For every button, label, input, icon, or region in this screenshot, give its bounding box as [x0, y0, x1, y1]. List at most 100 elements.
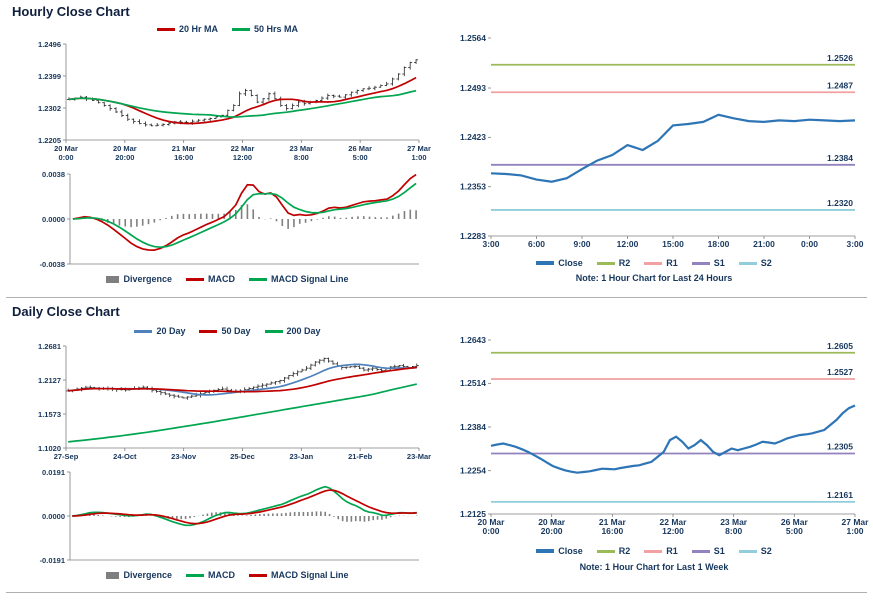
legend-label: R1 — [666, 546, 678, 556]
legend-label: Close — [558, 258, 583, 268]
legend-swatch — [186, 277, 204, 281]
svg-text:1.2423: 1.2423 — [460, 132, 486, 142]
legend-label: 20 Hr MA — [178, 24, 218, 34]
svg-text:27 Mar: 27 Mar — [842, 517, 870, 527]
svg-text:1.2305: 1.2305 — [827, 442, 853, 452]
legend-swatch — [536, 549, 555, 553]
legend-label: MACD — [208, 570, 235, 580]
legend-swatch — [186, 573, 204, 577]
legend-item-20-day: 20 Day — [134, 326, 185, 336]
legend-label: R1 — [666, 258, 678, 268]
svg-text:20 Mar: 20 Mar — [54, 144, 78, 153]
svg-text:15:00: 15:00 — [662, 239, 684, 249]
svg-text:1.2496: 1.2496 — [38, 40, 61, 49]
svg-text:1.1020: 1.1020 — [38, 444, 61, 453]
svg-text:0.0191: 0.0191 — [42, 468, 65, 477]
daily-macd-chart: 0.0191 0.0000 -0.0191 — [40, 468, 419, 565]
legend-label: MACD Signal Line — [271, 570, 349, 580]
svg-text:16:00: 16:00 — [601, 526, 623, 536]
svg-text:20 Mar: 20 Mar — [113, 144, 137, 153]
legend-item-close: Close — [536, 546, 583, 556]
legend-item-macd-signal-line: MACD Signal Line — [249, 274, 349, 284]
legend-label: S2 — [760, 546, 772, 556]
svg-text:26 Mar: 26 Mar — [348, 144, 372, 153]
legend-label: R2 — [618, 258, 631, 268]
svg-text:0.0000: 0.0000 — [42, 215, 65, 224]
svg-text:3:00: 3:00 — [482, 239, 499, 249]
legend-swatch — [134, 329, 153, 333]
daily-chart-note: Note: 1 Hour Chart for Last 1 Week — [579, 562, 729, 572]
legend-swatch — [106, 275, 120, 283]
legend-label: MACD — [208, 274, 235, 284]
svg-text:1.2493: 1.2493 — [460, 83, 486, 93]
hourly-chart-note: Note: 1 Hour Chart for Last 24 Hours — [575, 273, 733, 283]
legend-item-50-day: 50 Day — [199, 326, 251, 336]
svg-text:1.2161: 1.2161 — [827, 490, 853, 500]
svg-text:1.2283: 1.2283 — [460, 231, 486, 241]
legend-swatch — [738, 549, 757, 553]
hourly-macd-legend: Divergence MACD MACD Signal Line — [30, 274, 425, 284]
legend-swatch — [691, 549, 710, 553]
legend-item-macd-signal-line: MACD Signal Line — [249, 570, 349, 580]
svg-text:21 Mar: 21 Mar — [172, 144, 196, 153]
svg-text:20 Mar: 20 Mar — [478, 517, 506, 527]
svg-text:27 Mar: 27 Mar — [407, 144, 431, 153]
legend-label: 200 Day — [286, 326, 321, 336]
legend-swatch — [156, 27, 175, 31]
legend-swatch — [691, 261, 710, 265]
svg-text:1:00: 1:00 — [846, 526, 863, 536]
svg-text:21 Mar: 21 Mar — [599, 517, 627, 527]
legend-label: R2 — [618, 546, 631, 556]
legend-item-r2: R2 — [596, 546, 631, 556]
svg-text:1.2353: 1.2353 — [460, 181, 486, 191]
legend-item-r1: R1 — [644, 546, 678, 556]
legend-item-r1: R1 — [644, 258, 678, 268]
svg-text:1.2681: 1.2681 — [38, 342, 61, 351]
legend-swatch — [596, 261, 615, 265]
svg-text:1.2127: 1.2127 — [38, 376, 61, 385]
svg-text:0:00: 0:00 — [482, 526, 499, 536]
hourly-macd-chart: 0.0038 0.0000 -0.0038 — [40, 170, 419, 269]
svg-text:-0.0191: -0.0191 — [40, 556, 65, 565]
legend-swatch — [264, 329, 283, 333]
hourly-sr-legend: Close R2 R1 S1 S2 — [445, 258, 863, 268]
daily-price-legend: 20 Day 50 Day 200 Day — [30, 326, 425, 336]
legend-swatch — [232, 27, 250, 31]
svg-text:1.2487: 1.2487 — [827, 80, 853, 90]
svg-text:1.2254: 1.2254 — [460, 465, 486, 475]
legend-label: 50 Day — [221, 326, 251, 336]
daily-sr-legend: Close R2 R1 S1 S2 — [445, 546, 863, 556]
svg-text:8:00: 8:00 — [294, 153, 309, 162]
daily-macd-legend: Divergence MACD MACD Signal Line — [30, 570, 425, 580]
svg-text:23-Nov: 23-Nov — [171, 452, 197, 461]
legend-swatch — [106, 571, 120, 579]
legend-label: S2 — [760, 258, 772, 268]
svg-text:23-Jan: 23-Jan — [289, 452, 313, 461]
legend-label: Divergence — [123, 570, 172, 580]
legend-label: MACD Signal Line — [271, 274, 349, 284]
svg-text:20:00: 20:00 — [115, 153, 134, 162]
svg-text:1.2526: 1.2526 — [827, 53, 853, 63]
svg-text:21:00: 21:00 — [753, 239, 775, 249]
svg-text:1.2384: 1.2384 — [827, 153, 853, 163]
legend-swatch — [738, 261, 757, 265]
svg-text:9:00: 9:00 — [573, 239, 590, 249]
svg-text:5:00: 5:00 — [353, 153, 368, 162]
svg-text:12:00: 12:00 — [617, 239, 639, 249]
legend-item-r2: R2 — [596, 258, 631, 268]
daily-section-title: Daily Close Chart — [12, 304, 120, 319]
svg-text:1.2320: 1.2320 — [827, 198, 853, 208]
svg-text:12:00: 12:00 — [233, 153, 252, 162]
svg-text:0:00: 0:00 — [801, 239, 818, 249]
legend-item-divergence: Divergence — [106, 274, 172, 284]
svg-text:23 Mar: 23 Mar — [289, 144, 313, 153]
hourly-section-title: Hourly Close Chart — [12, 4, 130, 19]
svg-text:1.2125: 1.2125 — [460, 509, 486, 519]
legend-item-macd: MACD — [186, 274, 235, 284]
legend-label: S1 — [713, 258, 725, 268]
svg-text:26 Mar: 26 Mar — [781, 517, 809, 527]
